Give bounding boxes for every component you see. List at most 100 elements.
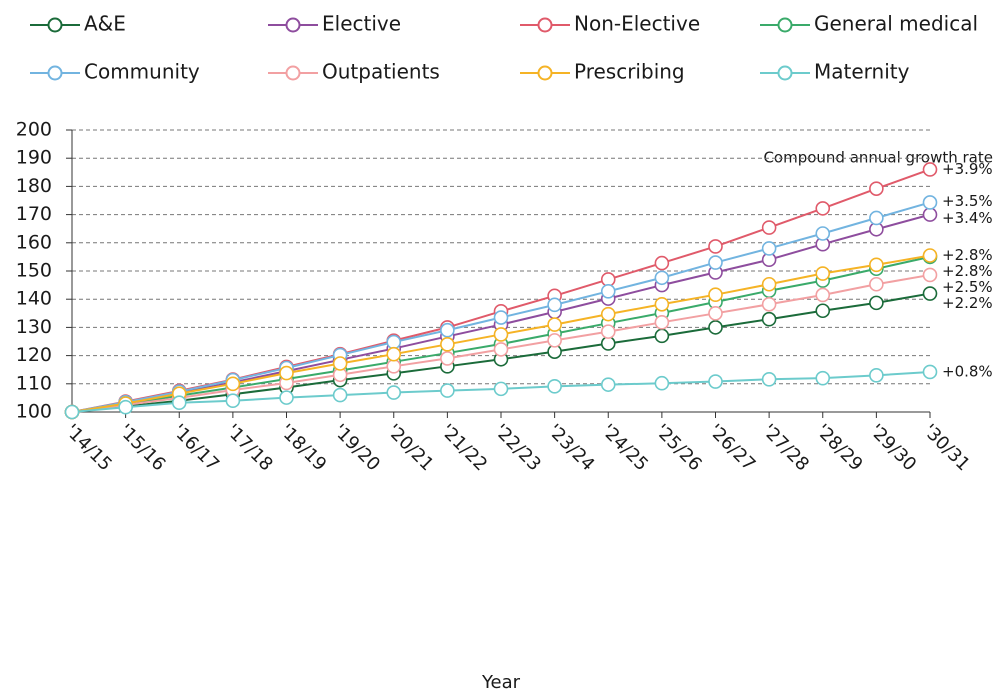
legend-marker [777, 17, 793, 33]
data-point [708, 305, 723, 321]
data-point [225, 376, 241, 392]
data-point [386, 385, 402, 400]
data-point [547, 333, 562, 348]
data-point [761, 296, 777, 312]
growth-label: +2.2% [942, 294, 993, 312]
legend-label: Community [84, 60, 200, 84]
data-point [761, 311, 777, 327]
data-point [279, 390, 294, 405]
x-tick-label: '27/28 [758, 420, 813, 475]
data-point [332, 387, 348, 403]
legend-marker [537, 17, 553, 33]
data-point [654, 296, 670, 312]
data-point [386, 334, 402, 350]
data-point [761, 241, 777, 256]
data-point [600, 377, 616, 392]
data-point [386, 359, 402, 374]
y-tick-label: 100 [16, 401, 52, 423]
data-point [493, 327, 509, 342]
data-point [869, 181, 884, 196]
data-point [386, 346, 402, 362]
data-point [440, 337, 455, 352]
data-point [493, 310, 509, 325]
x-tick-label: '26/27 [704, 420, 759, 475]
data-point [64, 404, 80, 420]
data-point [440, 351, 455, 366]
legend-label: A&E [84, 12, 126, 36]
data-point [600, 306, 616, 322]
x-tick-label: '21/22 [436, 420, 491, 475]
x-tick-label: '19/20 [329, 420, 384, 475]
data-point [815, 201, 831, 216]
data-point [493, 342, 509, 357]
x-tick-label: '23/24 [544, 420, 599, 475]
legend-marker [47, 65, 63, 81]
x-tick-label: '22/23 [490, 420, 545, 475]
legend-label: General medical [814, 12, 978, 36]
y-tick-label: 180 [16, 175, 52, 197]
data-point [654, 375, 670, 391]
x-tick-label: '14/15 [61, 420, 116, 475]
legend-label: Maternity [814, 60, 910, 84]
data-point [493, 381, 509, 397]
data-point [600, 284, 616, 299]
growth-label: +2.8% [942, 246, 993, 264]
data-point [654, 270, 670, 286]
y-tick-label: 120 [16, 344, 52, 366]
y-tick-label: 160 [16, 231, 52, 253]
data-point [815, 266, 831, 281]
data-point [440, 322, 455, 338]
data-point [708, 287, 723, 302]
data-point [922, 248, 938, 263]
x-tick-label: '17/18 [222, 420, 277, 475]
legend-label: Prescribing [574, 60, 685, 84]
data-point [708, 320, 723, 335]
data-point [547, 379, 562, 394]
x-tick-label: '15/16 [115, 420, 170, 475]
growth-label: +3.5% [942, 192, 993, 210]
growth-label: +0.8% [942, 362, 993, 380]
data-point [815, 287, 831, 303]
legend-marker [285, 17, 301, 33]
data-point [761, 371, 777, 387]
x-axis-label: Year [481, 672, 521, 693]
y-tick-label: 110 [16, 372, 52, 394]
data-point [869, 210, 884, 226]
data-point [279, 365, 294, 381]
data-point [869, 276, 884, 292]
data-point [869, 257, 884, 273]
x-tick-label: '20/21 [383, 420, 438, 475]
growth-label: +2.8% [942, 262, 993, 280]
growth-label: +2.5% [942, 278, 993, 296]
data-point [118, 399, 133, 415]
data-point [761, 220, 777, 235]
data-point [815, 303, 831, 319]
data-point [654, 255, 670, 271]
growth-label: +3.9% [942, 160, 993, 178]
y-tick-label: 170 [16, 203, 52, 225]
data-point [654, 328, 670, 344]
legend-label: Outpatients [322, 60, 440, 84]
y-tick-label: 150 [16, 260, 52, 282]
data-point [547, 317, 562, 332]
y-tick-label: 130 [16, 316, 52, 338]
data-point [600, 324, 616, 339]
x-tick-label: '18/19 [275, 420, 330, 475]
x-tick-label: '24/25 [597, 420, 652, 475]
data-point [761, 276, 777, 292]
y-tick-label: 200 [16, 119, 52, 141]
legend-marker [285, 65, 301, 81]
data-point [869, 295, 884, 311]
data-point [869, 368, 884, 383]
data-point [922, 195, 938, 210]
data-point [654, 315, 670, 330]
x-tick-label: '29/30 [865, 420, 920, 475]
data-point [815, 226, 831, 241]
legend-marker [47, 17, 63, 33]
y-tick-label: 140 [16, 288, 52, 310]
data-point [332, 356, 348, 371]
legend-label: Elective [322, 12, 401, 36]
legend-marker [537, 65, 553, 81]
data-point [922, 286, 938, 301]
